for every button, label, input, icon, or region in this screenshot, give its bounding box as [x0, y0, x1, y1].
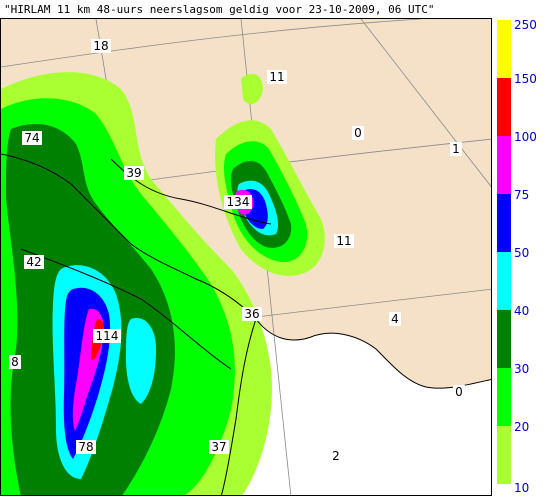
- precip-value-label: 8: [11, 355, 19, 369]
- legend-swatch: [497, 310, 511, 368]
- precip-value-label: 11: [336, 234, 351, 248]
- value-label-bg: [242, 307, 262, 321]
- value-label-bg: [76, 440, 96, 454]
- legend-swatch: [497, 20, 511, 78]
- legend-tick-label: 20: [514, 420, 530, 434]
- precip-value-label: 1: [452, 142, 460, 156]
- value-label-bg: [124, 166, 144, 180]
- legend-swatch: [497, 426, 511, 484]
- legend-swatch: [497, 78, 511, 136]
- value-label-bg: [93, 329, 121, 343]
- value-label-bg: [209, 440, 229, 454]
- precip-value-label: 39: [126, 166, 141, 180]
- precip-value-label: 42: [26, 255, 41, 269]
- legend-tick-label: 75: [514, 188, 530, 202]
- value-label-bg: [389, 312, 401, 326]
- legend-tick-label: 150: [514, 72, 537, 86]
- precipitation-map: 18 11 0 1 74 39 134 11 42 4 36 114 8 0 78 37 2: [0, 18, 492, 496]
- value-label-bg: [330, 449, 342, 463]
- value-label-bg: [22, 131, 42, 145]
- map-canvas: 18 11 0 1 74 39 134 11 42 4 36 114 8 0 78 37 2: [1, 19, 491, 495]
- value-label-bg: [224, 195, 252, 209]
- precip-value-label: 78: [78, 440, 93, 454]
- precip-value-label: 134: [227, 195, 250, 209]
- precip-value-label: 37: [211, 440, 226, 454]
- value-label-bg: [24, 255, 44, 269]
- value-label-bg: [450, 142, 462, 156]
- value-label-bg: [352, 126, 364, 140]
- precip-value-label: 74: [24, 131, 39, 145]
- map-title: "HIRLAM 11 km 48-uurs neerslagsom geldig…: [4, 3, 435, 16]
- legend-tick-label: 100: [514, 130, 537, 144]
- value-label-bg: [9, 355, 21, 369]
- legend-swatch: [497, 136, 511, 194]
- precip-value-label: 114: [96, 329, 119, 343]
- value-label-bg: [91, 39, 111, 53]
- legend-swatch: [497, 368, 511, 426]
- legend-swatch: [497, 252, 511, 310]
- legend-tick-label: 250: [514, 18, 537, 32]
- legend-tick-label: 40: [514, 304, 530, 318]
- sea-area: [221, 319, 491, 495]
- value-label-bg: [267, 70, 287, 84]
- legend-tick-label: 50: [514, 246, 530, 260]
- precip-value-label: 2: [332, 449, 340, 463]
- precip-value-label: 11: [269, 70, 284, 84]
- value-labels: 18 11 0 1 74 39 134 11 42 4 36 114 8 0 78 37 2: [9, 39, 465, 463]
- legend: 250 150 100 75 50 40 30 20 10: [493, 18, 551, 496]
- precip-value-label: 0: [354, 126, 362, 140]
- precip-value-label: 0: [455, 385, 463, 399]
- legend-tick-label: 10: [514, 481, 530, 495]
- precip-value-label: 4: [391, 312, 399, 326]
- value-label-bg: [334, 234, 354, 248]
- precip-value-label: 36: [244, 307, 259, 321]
- legend-swatch: [497, 194, 511, 252]
- legend-tick-label: 30: [514, 362, 530, 376]
- precip-value-label: 18: [93, 39, 108, 53]
- value-label-bg: [453, 385, 465, 399]
